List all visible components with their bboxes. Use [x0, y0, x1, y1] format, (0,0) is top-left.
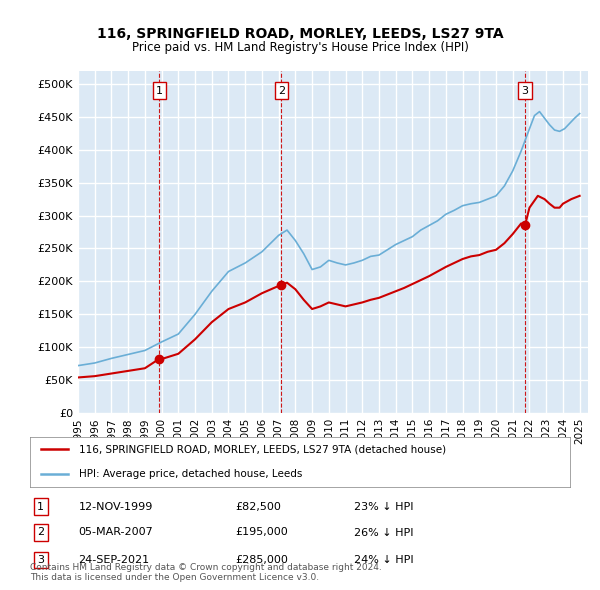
Text: 05-MAR-2007: 05-MAR-2007 [79, 527, 154, 537]
Text: 2: 2 [37, 527, 44, 537]
Text: 24% ↓ HPI: 24% ↓ HPI [354, 555, 413, 565]
Text: 3: 3 [37, 555, 44, 565]
Text: 26% ↓ HPI: 26% ↓ HPI [354, 527, 413, 537]
Text: 2: 2 [278, 86, 285, 96]
Text: £285,000: £285,000 [235, 555, 288, 565]
Text: 1: 1 [37, 502, 44, 512]
Text: 24-SEP-2021: 24-SEP-2021 [79, 555, 150, 565]
Text: 116, SPRINGFIELD ROAD, MORLEY, LEEDS, LS27 9TA: 116, SPRINGFIELD ROAD, MORLEY, LEEDS, LS… [97, 27, 503, 41]
Text: £195,000: £195,000 [235, 527, 288, 537]
Text: 12-NOV-1999: 12-NOV-1999 [79, 502, 153, 512]
Text: £82,500: £82,500 [235, 502, 281, 512]
Text: 23% ↓ HPI: 23% ↓ HPI [354, 502, 413, 512]
Text: 116, SPRINGFIELD ROAD, MORLEY, LEEDS, LS27 9TA (detached house): 116, SPRINGFIELD ROAD, MORLEY, LEEDS, LS… [79, 444, 446, 454]
Text: 1: 1 [156, 86, 163, 96]
Text: Contains HM Land Registry data © Crown copyright and database right 2024.
This d: Contains HM Land Registry data © Crown c… [30, 563, 382, 582]
Text: 3: 3 [521, 86, 529, 96]
Text: HPI: Average price, detached house, Leeds: HPI: Average price, detached house, Leed… [79, 469, 302, 479]
Text: Price paid vs. HM Land Registry's House Price Index (HPI): Price paid vs. HM Land Registry's House … [131, 41, 469, 54]
